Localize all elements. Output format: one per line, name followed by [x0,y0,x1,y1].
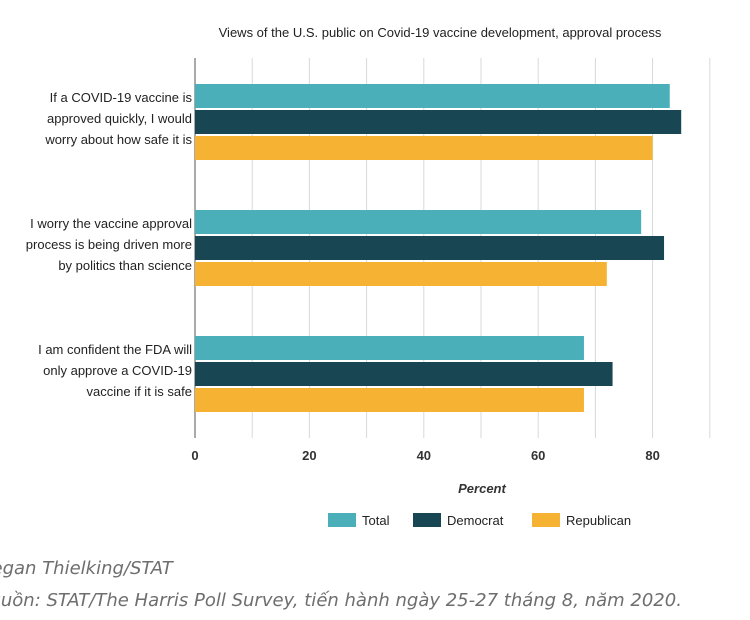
category-label-line: process is being driven more [26,237,192,252]
x-tick-label: 60 [531,448,545,463]
category-label-line: I am confident the FDA will [38,342,192,357]
category-labels: If a COVID-19 vaccine is approved quickly… [26,90,193,399]
legend-swatch-democrat [413,513,441,527]
bar-democrat-1 [195,110,682,134]
x-axis-label: Percent [458,481,506,496]
bar-republican-2 [195,262,607,286]
category-label-line: vaccine if it is safe [87,384,193,399]
legend-label-total: Total [362,513,390,528]
source-note: Nguồn: STAT/The Harris Poll Survey, tiến… [0,590,682,611]
x-tick-label: 40 [417,448,431,463]
bar-total-1 [195,84,670,108]
legend-label-democrat: Democrat [447,513,504,528]
bar-democrat-2 [195,236,665,260]
chart-title: Views of the U.S. public on Covid-19 vac… [219,25,662,40]
category-label-line: If a COVID-19 vaccine is [50,90,193,105]
chart: Views of the U.S. public on Covid-19 vac… [26,25,711,528]
category-label-line: by politics than science [58,258,192,273]
category-label-line: worry about how safe it is [44,132,192,147]
x-tick-label: 20 [302,448,316,463]
x-tick-label: 0 [191,448,198,463]
legend-swatch-republican [532,513,560,527]
bar-democrat-3 [195,362,613,386]
bar-republican-1 [195,136,653,160]
bars [195,84,682,412]
bar-total-2 [195,210,642,234]
legend: Total Democrat Republican [328,513,631,528]
bar-republican-3 [195,388,584,412]
category-label-line: I worry the vaccine approval [30,216,192,231]
legend-swatch-total [328,513,356,527]
bar-total-3 [195,336,584,360]
x-tick-labels: 0 20 40 60 80 [191,448,659,463]
legend-label-republican: Republican [566,513,631,528]
category-label-line: only approve a COVID-19 [43,363,192,378]
photo-credit: Megan Thielking/STAT [0,558,173,579]
category-label-line: approved quickly, I would [47,111,192,126]
x-tick-label: 80 [645,448,659,463]
